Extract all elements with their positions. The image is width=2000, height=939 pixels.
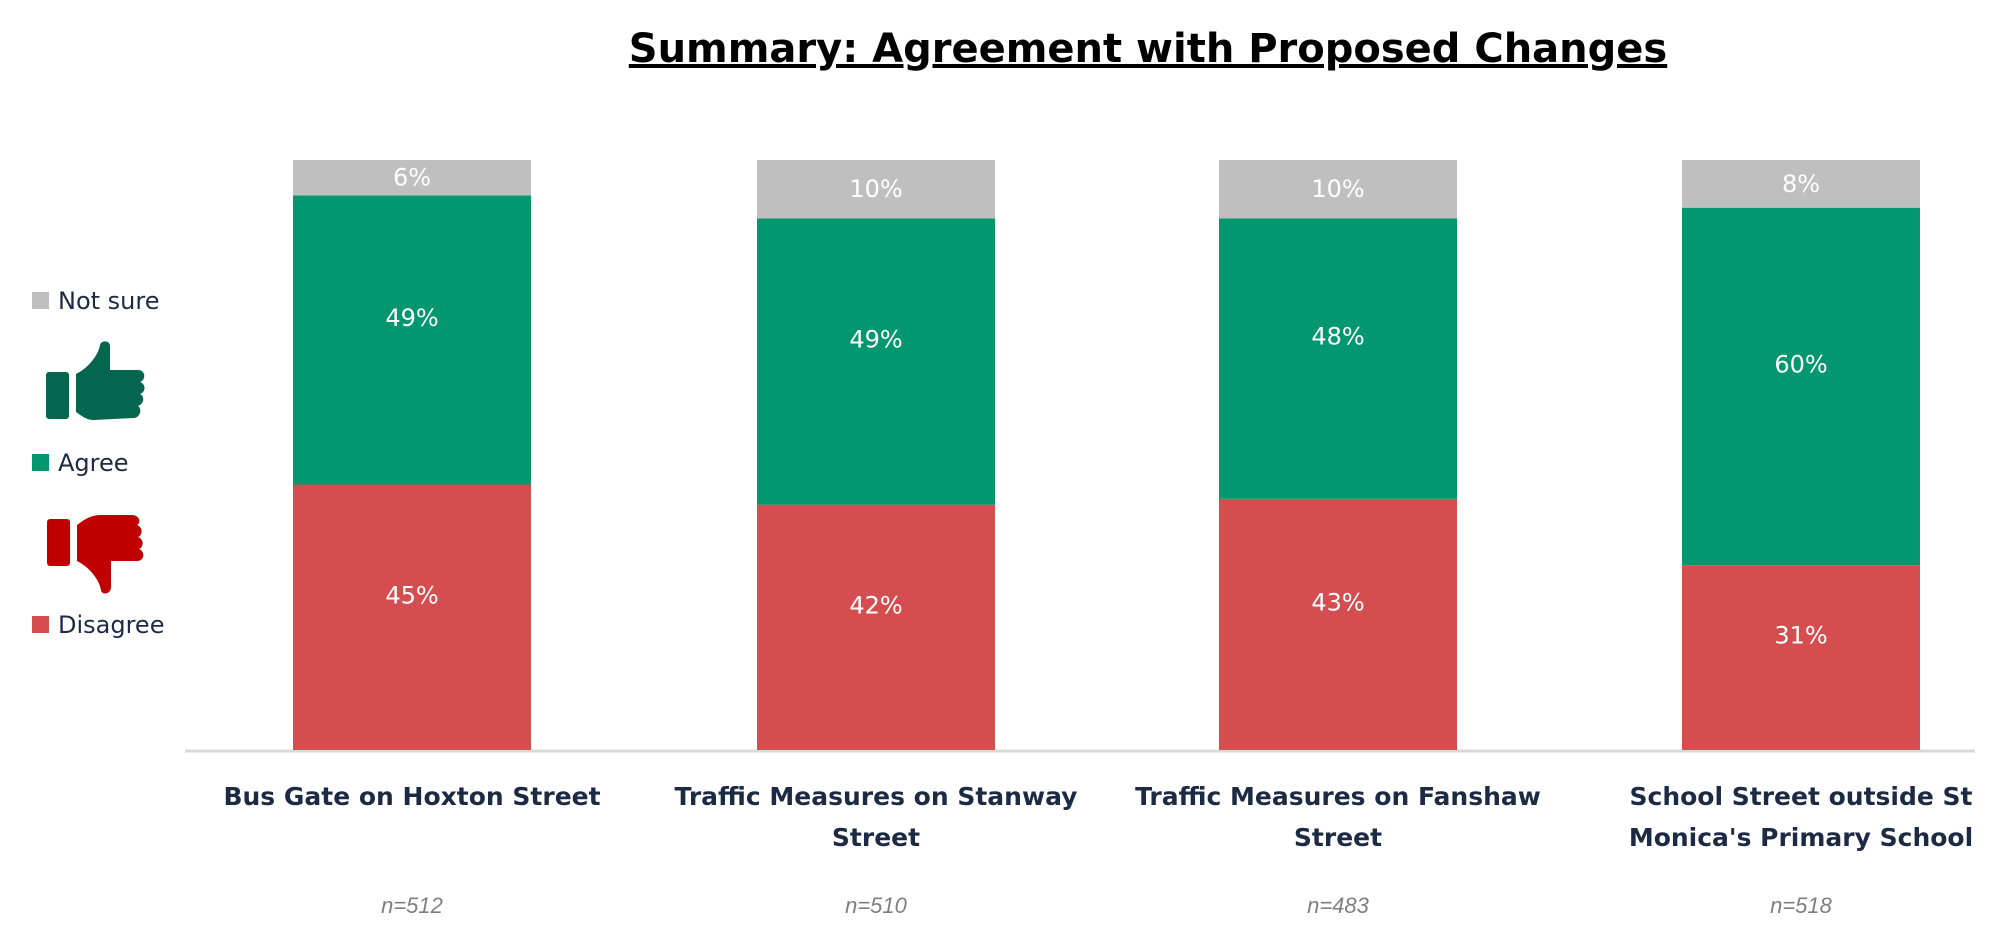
category-label: Traffic Measures on Stanway <box>675 782 1078 811</box>
sample-size-label: n=518 <box>1770 893 1833 918</box>
bar-segment-disagree <box>757 504 995 750</box>
category-label: Traffic Measures on Fanshaw <box>1135 782 1541 811</box>
bar-segment-disagree <box>293 484 531 750</box>
bar-segment-agree <box>1219 218 1457 499</box>
data-label-agree: 49% <box>849 326 902 354</box>
legend-swatch-agree <box>32 454 49 471</box>
sample-size-label: n=510 <box>845 893 908 918</box>
bar-segment-agree <box>1682 207 1920 566</box>
bar-segment-not-sure <box>1219 160 1457 219</box>
bar-segment-not-sure <box>757 160 995 219</box>
thumbs-down-icon <box>47 515 144 594</box>
data-label-agree: 49% <box>385 304 438 332</box>
thumbs-up-icon <box>46 341 145 420</box>
bar-segment-not-sure <box>1682 160 1920 208</box>
legend-label-not-sure: Not sure <box>58 287 160 315</box>
bar-segment-disagree <box>1219 498 1457 750</box>
legend-label-disagree: Disagree <box>58 611 164 639</box>
sample-size-label: n=483 <box>1307 893 1370 918</box>
chart-title: Summary: Agreement with Proposed Changes <box>629 26 1667 72</box>
data-label-not-sure: 6% <box>393 164 431 192</box>
bar-stack: 45% 49% 6% <box>293 160 531 750</box>
bar-segment-not-sure <box>293 160 531 196</box>
legend-swatch-not-sure <box>32 292 49 309</box>
sample-size-label: n=512 <box>381 893 443 918</box>
bar-stack: 42% 49% 10% <box>757 160 995 750</box>
data-label-not-sure: 10% <box>849 175 902 203</box>
category-label: School Street outside St <box>1630 782 1973 811</box>
category-label: Street <box>1294 823 1382 852</box>
data-label-disagree: 43% <box>1311 588 1364 616</box>
category-label: Street <box>832 823 920 852</box>
category-label: Bus Gate on Hoxton Street <box>223 782 600 811</box>
bar-stack: 31% 60% 8% <box>1682 160 1920 750</box>
legend-label-agree: Agree <box>58 449 129 477</box>
data-label-disagree: 31% <box>1774 622 1827 650</box>
data-label-agree: 48% <box>1311 323 1364 351</box>
data-label-not-sure: 10% <box>1311 175 1364 203</box>
bar-segment-agree <box>293 195 531 485</box>
bar-segment-agree <box>757 218 995 505</box>
data-label-disagree: 42% <box>849 591 902 619</box>
legend-swatch-disagree <box>32 616 49 633</box>
data-label-agree: 60% <box>1774 350 1827 378</box>
bar-stack: 43% 48% 10% <box>1219 160 1457 750</box>
category-label: Monica's Primary School <box>1629 823 1973 852</box>
bar-segment-disagree <box>1682 565 1920 750</box>
data-label-not-sure: 8% <box>1782 170 1820 198</box>
data-label-disagree: 45% <box>385 581 438 609</box>
legend: Not sure Agree Disagree <box>32 287 164 639</box>
